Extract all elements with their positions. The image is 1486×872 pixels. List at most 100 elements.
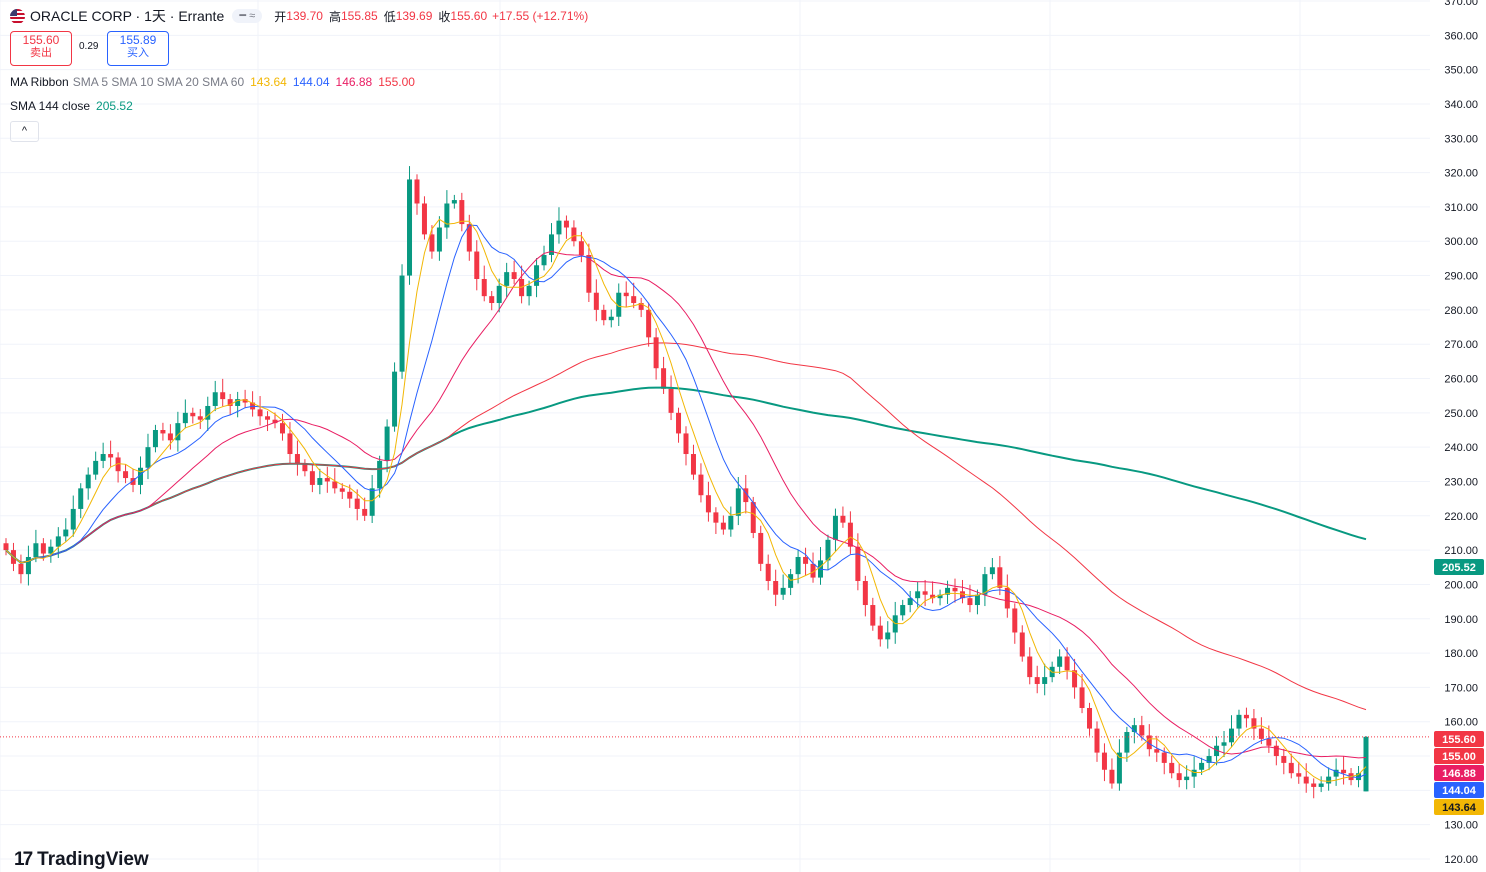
price-tag-bg: [1434, 731, 1484, 747]
y-tick-label: 320.00: [1444, 168, 1478, 180]
candle-body: [945, 587, 951, 595]
candle-body: [399, 275, 405, 372]
sma144-name: SMA 144 close: [10, 99, 91, 113]
candle-body: [108, 454, 114, 458]
candle-body: [235, 399, 241, 406]
candle-body: [653, 337, 659, 369]
y-tick-label: 280.00: [1444, 305, 1478, 317]
y-tick-label: 200.00: [1444, 579, 1478, 591]
candle-body: [705, 495, 711, 513]
candle-body: [526, 285, 532, 297]
sell-button[interactable]: 155.60 卖出: [10, 31, 72, 66]
candle-body: [541, 254, 547, 266]
candle-body: [900, 605, 906, 616]
candle-body: [489, 296, 495, 304]
sell-price: 155.60: [22, 33, 60, 47]
candle-body: [862, 581, 868, 606]
candle-body: [1273, 745, 1279, 757]
moving-average-lines: [5, 218, 1367, 782]
y-tick-label: 290.00: [1444, 271, 1478, 283]
candle-body: [758, 532, 764, 564]
symbol-title[interactable]: ORACLE CORP · 1天 · Errante: [30, 8, 225, 24]
candle-body: [444, 203, 450, 228]
y-tick-label: 240.00: [1444, 442, 1478, 454]
symbol-row: ORACLE CORP · 1天 · Errante ━ ≈ 开 139.70 高…: [10, 6, 588, 26]
candle-body: [967, 598, 973, 606]
candle-body: [1169, 762, 1175, 774]
candle-body: [1214, 745, 1220, 757]
candle-body: [1027, 656, 1033, 678]
y-tick-label: 350.00: [1444, 65, 1478, 77]
candle-body: [683, 433, 689, 455]
candle-body: [631, 296, 637, 304]
candle-body: [676, 412, 682, 434]
candle-body: [1318, 783, 1324, 787]
buy-button[interactable]: 155.89 买入: [107, 31, 169, 66]
y-tick-label: 360.00: [1444, 30, 1478, 42]
candle-body: [3, 543, 9, 551]
price-tag-label: 155.60: [1442, 734, 1476, 746]
collapse-legend-button[interactable]: ^: [10, 121, 39, 142]
y-tick-label: 330.00: [1444, 133, 1478, 145]
price-tag-bg: [1434, 765, 1484, 781]
candle-body: [1012, 608, 1018, 633]
candle-body: [1228, 728, 1234, 743]
candle-body: [40, 543, 46, 554]
price-tag-bg: [1434, 782, 1484, 798]
candle-body: [160, 430, 166, 434]
price-tag-label: 143.64: [1442, 802, 1477, 814]
candle-body: [182, 412, 188, 424]
candle-body: [765, 563, 771, 582]
sma10-line: [5, 224, 1367, 779]
candle-body: [1341, 769, 1347, 774]
candle-body: [571, 227, 577, 242]
candle-body: [803, 556, 809, 564]
candle-body: [1101, 752, 1107, 770]
sma20-line: [5, 250, 1367, 759]
candle-body: [220, 392, 226, 400]
open-label: 开: [274, 9, 287, 24]
candle-body: [1296, 773, 1302, 777]
candle-body: [989, 567, 995, 575]
candle-body: [847, 522, 853, 547]
candle-body: [788, 574, 794, 588]
candle-body: [362, 508, 368, 516]
candle-body: [85, 474, 91, 489]
candle-body: [309, 471, 315, 485]
candle-body: [1356, 773, 1362, 781]
candle-body: [1057, 656, 1063, 667]
y-tick-label: 220.00: [1444, 511, 1478, 523]
price-tags: 155.60 155.00 146.88 144.04 143.64 205.52: [1434, 559, 1484, 815]
sma144-legend[interactable]: SMA 144 close 205.52: [10, 99, 133, 113]
candle-body: [1206, 756, 1212, 763]
candle-body: [743, 488, 749, 503]
candle-body: [205, 405, 211, 420]
candle-body: [1034, 677, 1040, 684]
candle-body: [930, 594, 936, 599]
price-tag-label: 155.00: [1442, 751, 1476, 763]
price-tag-bg: [1434, 748, 1484, 764]
candle-body: [407, 179, 413, 276]
y-tick-label: 120.00: [1444, 854, 1478, 866]
candle-body: [1199, 762, 1205, 770]
candle-body: [115, 457, 121, 472]
candle-body: [1019, 632, 1025, 657]
candle-body: [690, 454, 696, 475]
candle-body: [18, 563, 24, 575]
chart-type-icons[interactable]: ━ ≈: [232, 9, 263, 23]
candle-body: [1266, 738, 1272, 746]
buy-price: 155.89: [119, 33, 157, 47]
candle-body: [1326, 776, 1332, 784]
candle-body: [93, 460, 99, 475]
candle-body: [48, 546, 54, 554]
y-tick-label: 170.00: [1444, 682, 1478, 694]
candle-body: [1236, 714, 1242, 729]
candle-body: [152, 430, 158, 448]
candle-body: [227, 399, 233, 406]
y-tick-label: 260.00: [1444, 374, 1478, 386]
sma10-value: 144.04: [292, 75, 330, 89]
candle-body: [997, 567, 1003, 588]
ma-ribbon-legend[interactable]: MA Ribbon SMA 5 SMA 10 SMA 20 SMA 60 143…: [10, 75, 415, 89]
tradingview-logo[interactable]: 17 TradingView: [14, 849, 149, 871]
